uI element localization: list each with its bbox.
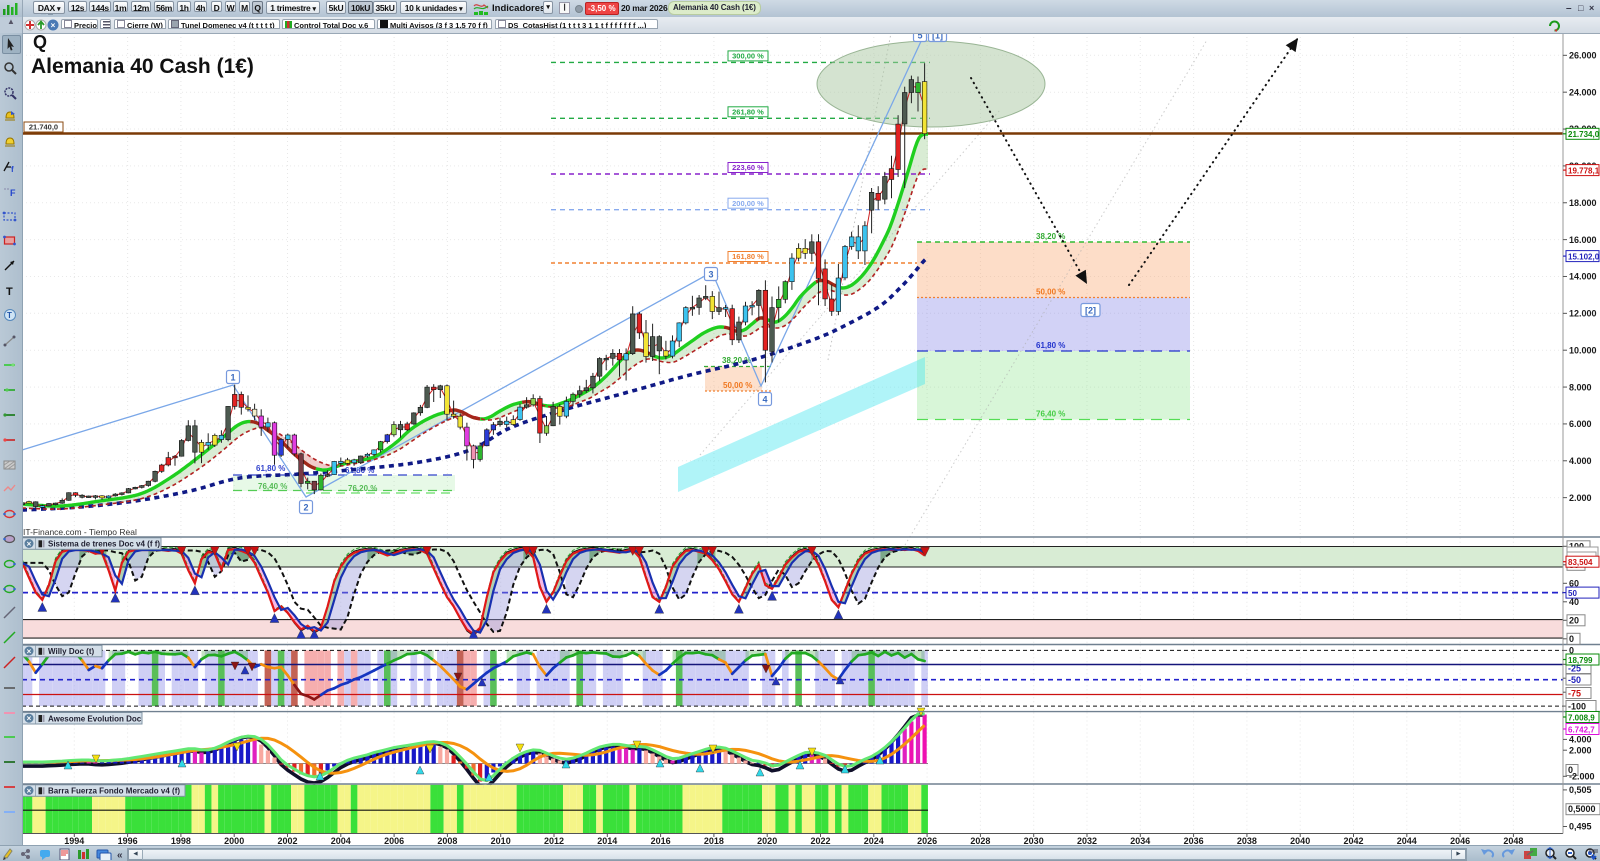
svg-text:Sistema de trenes Doc v4 (f f): Sistema de trenes Doc v4 (f f) xyxy=(48,540,160,549)
svg-text:×: × xyxy=(27,786,32,795)
svg-text:61,80 %: 61,80 % xyxy=(1036,341,1065,350)
svg-text:-100: -100 xyxy=(1568,701,1586,711)
svg-text:T: T xyxy=(6,286,13,298)
svg-text:4.000: 4.000 xyxy=(1569,456,1592,466)
svg-text:4.000: 4.000 xyxy=(1569,735,1592,745)
svg-text:1: 1 xyxy=(230,372,235,382)
svg-text:161,80 %: 161,80 % xyxy=(732,252,764,261)
svg-text:50,00 %: 50,00 % xyxy=(1036,288,1065,297)
svg-text:2.000: 2.000 xyxy=(1569,493,1592,503)
svg-text:261,80 %: 261,80 % xyxy=(732,108,764,117)
svg-text:0: 0 xyxy=(1569,634,1574,644)
svg-text:Awesome Evolution Doc: Awesome Evolution Doc xyxy=(48,714,142,723)
svg-text:0,505: 0,505 xyxy=(1569,785,1592,795)
svg-text:Barra Fuerza Fondo Mercado v4: Barra Fuerza Fondo Mercado v4 (f) xyxy=(48,787,180,796)
svg-text:×: × xyxy=(27,714,32,723)
svg-text:18,799: 18,799 xyxy=(1568,656,1593,665)
svg-text:26.000: 26.000 xyxy=(1569,51,1597,61)
svg-text:76,40 %: 76,40 % xyxy=(1036,410,1065,419)
svg-text:6.000: 6.000 xyxy=(1569,419,1592,429)
svg-text:83,504: 83,504 xyxy=(1568,558,1593,567)
svg-text:24.000: 24.000 xyxy=(1569,87,1597,97)
svg-text:16.000: 16.000 xyxy=(1569,235,1597,245)
svg-text:Q: Q xyxy=(33,32,47,52)
svg-text:21.734,0: 21.734,0 xyxy=(1568,130,1600,139)
svg-text:10.000: 10.000 xyxy=(1569,345,1597,355)
svg-text:20: 20 xyxy=(1569,616,1579,626)
svg-text:200,00 %: 200,00 % xyxy=(732,199,764,208)
svg-text:223,60 %: 223,60 % xyxy=(732,163,764,172)
svg-text:2: 2 xyxy=(303,502,308,512)
svg-text:19.778,1: 19.778,1 xyxy=(1568,167,1600,176)
svg-text:-75: -75 xyxy=(1568,688,1581,698)
svg-text:76,20 %: 76,20 % xyxy=(348,484,377,493)
svg-text:4: 4 xyxy=(762,394,767,404)
svg-text:T: T xyxy=(7,311,12,320)
svg-text:0,495: 0,495 xyxy=(1569,822,1592,832)
svg-text:18.000: 18.000 xyxy=(1569,198,1597,208)
svg-text:61,80 %: 61,80 % xyxy=(256,464,285,473)
svg-text:3: 3 xyxy=(708,269,713,279)
svg-text:15.102,0: 15.102,0 xyxy=(1568,253,1600,262)
svg-text:21.740,0: 21.740,0 xyxy=(29,123,58,132)
svg-text:-2.000: -2.000 xyxy=(1569,772,1595,782)
svg-text:IT-Finance.com - Tiempo Real: IT-Finance.com - Tiempo Real xyxy=(23,527,137,537)
svg-text:8.000: 8.000 xyxy=(1569,382,1592,392)
svg-text:14.000: 14.000 xyxy=(1569,272,1597,282)
svg-text:Alemania 40 Cash (1€): Alemania 40 Cash (1€) xyxy=(31,55,254,78)
svg-text:50,00 %: 50,00 % xyxy=(723,381,752,390)
svg-text:300,00 %: 300,00 % xyxy=(732,52,764,61)
svg-text:12.000: 12.000 xyxy=(1569,309,1597,319)
svg-text:«: « xyxy=(117,850,123,860)
svg-text:×: × xyxy=(27,647,32,656)
svg-text:F: F xyxy=(10,188,16,198)
svg-text:×: × xyxy=(51,21,56,30)
svg-text:Willy Doc (t): Willy Doc (t) xyxy=(48,647,94,656)
svg-text:7.008,9: 7.008,9 xyxy=(1568,713,1595,722)
svg-text:6.742,7: 6.742,7 xyxy=(1568,725,1595,734)
svg-text:50: 50 xyxy=(1568,589,1577,598)
svg-text:2.000: 2.000 xyxy=(1569,745,1592,755)
svg-text:f: f xyxy=(11,165,14,174)
svg-text:[2]: [2] xyxy=(1085,305,1096,315)
svg-text:×: × xyxy=(27,539,32,548)
svg-text:-50: -50 xyxy=(1568,675,1581,685)
svg-text:76,40 %: 76,40 % xyxy=(258,482,287,491)
svg-text:0,5000: 0,5000 xyxy=(1568,804,1596,814)
